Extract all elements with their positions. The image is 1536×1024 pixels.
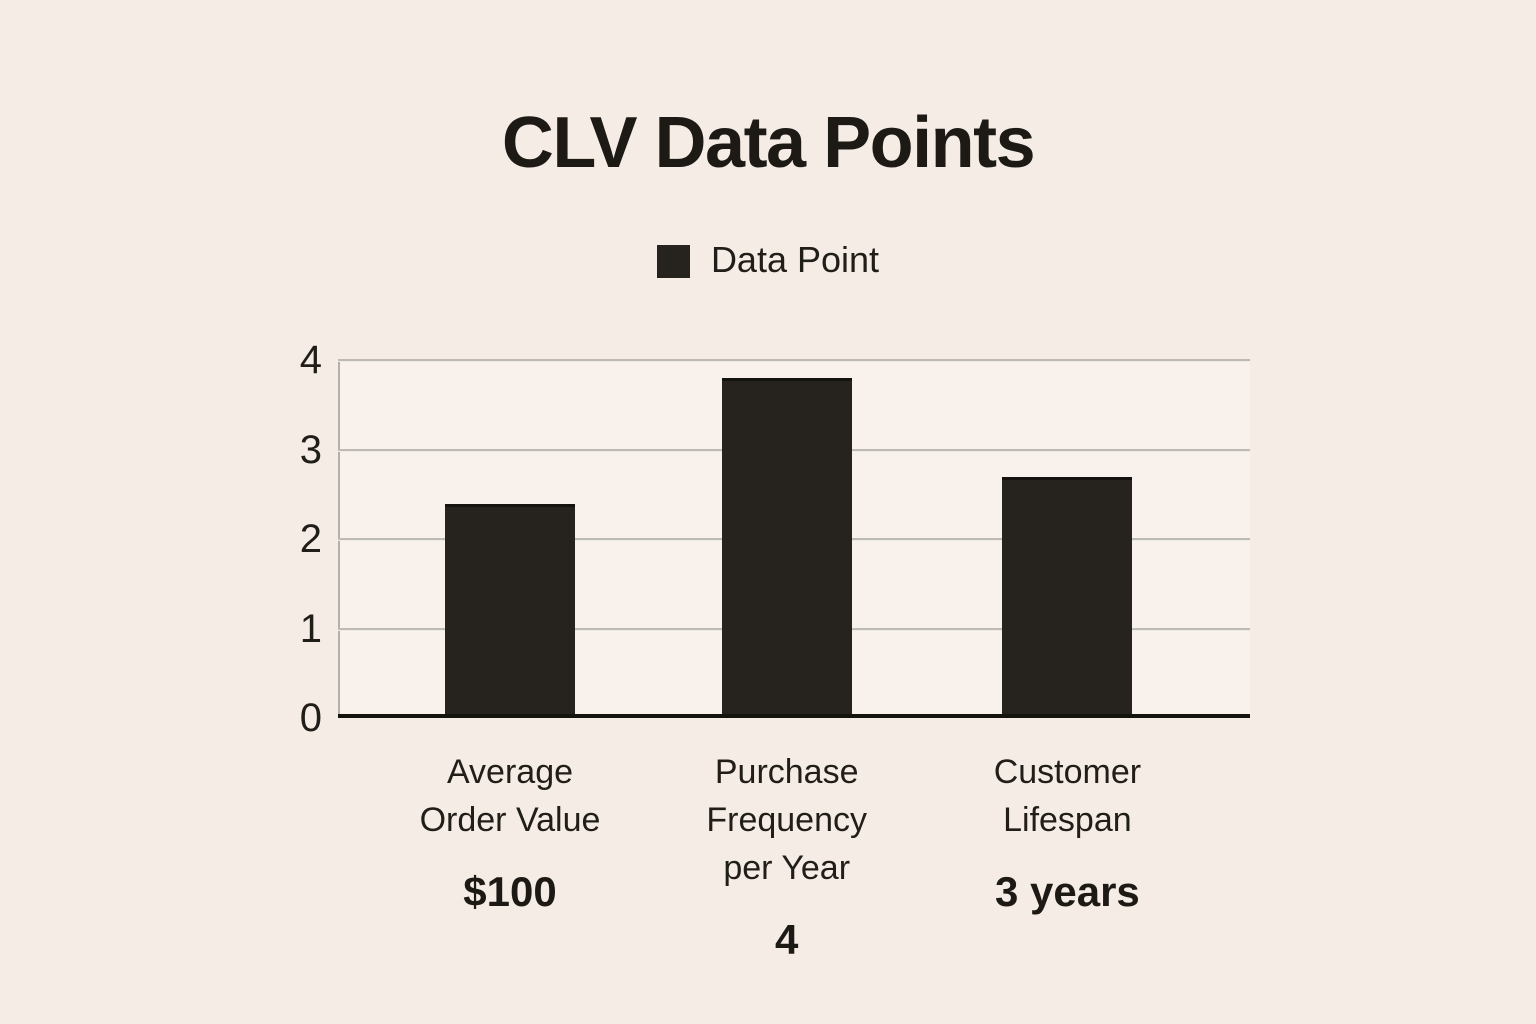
legend-swatch-icon <box>656 244 690 278</box>
x-tick-label: Lifespan <box>1003 801 1132 839</box>
x-value-label: 4 <box>775 916 799 963</box>
x-label-group-2: Purchase Frequency per Year 4 <box>637 748 937 962</box>
y-tick-label-1: 1 <box>299 606 322 651</box>
x-tick-label: Customer <box>993 753 1142 791</box>
x-value-label: 3 years <box>994 868 1140 915</box>
y-tick-label-0: 0 <box>299 696 322 740</box>
x-tick-label: Frequency <box>706 801 867 839</box>
plot-area <box>338 359 1250 718</box>
x-axis-line <box>338 714 1250 718</box>
y-tick-label-4: 4 <box>299 338 322 382</box>
gridline-y-4 <box>338 359 1250 362</box>
x-label-group-1: Average Order Value $100 <box>360 748 660 914</box>
x-tick-label: Average <box>446 753 574 791</box>
legend: Data Point <box>0 239 1536 280</box>
bar-1 <box>445 503 575 714</box>
chart-title: CLV Data Points <box>501 103 1036 183</box>
bar-2 <box>721 378 852 714</box>
legend-label: Data Point <box>710 239 880 280</box>
x-label-group-3: Customer Lifespan 3 years <box>917 748 1217 914</box>
x-tick-label: per Year <box>723 849 851 887</box>
x-value-label: $100 <box>463 868 557 915</box>
y-tick-label-3: 3 <box>299 427 322 472</box>
bar-3 <box>1002 476 1133 714</box>
x-tick-label: Purchase <box>714 753 859 791</box>
y-tick-label-2: 2 <box>299 517 322 561</box>
x-tick-label: Order Value <box>419 801 601 839</box>
